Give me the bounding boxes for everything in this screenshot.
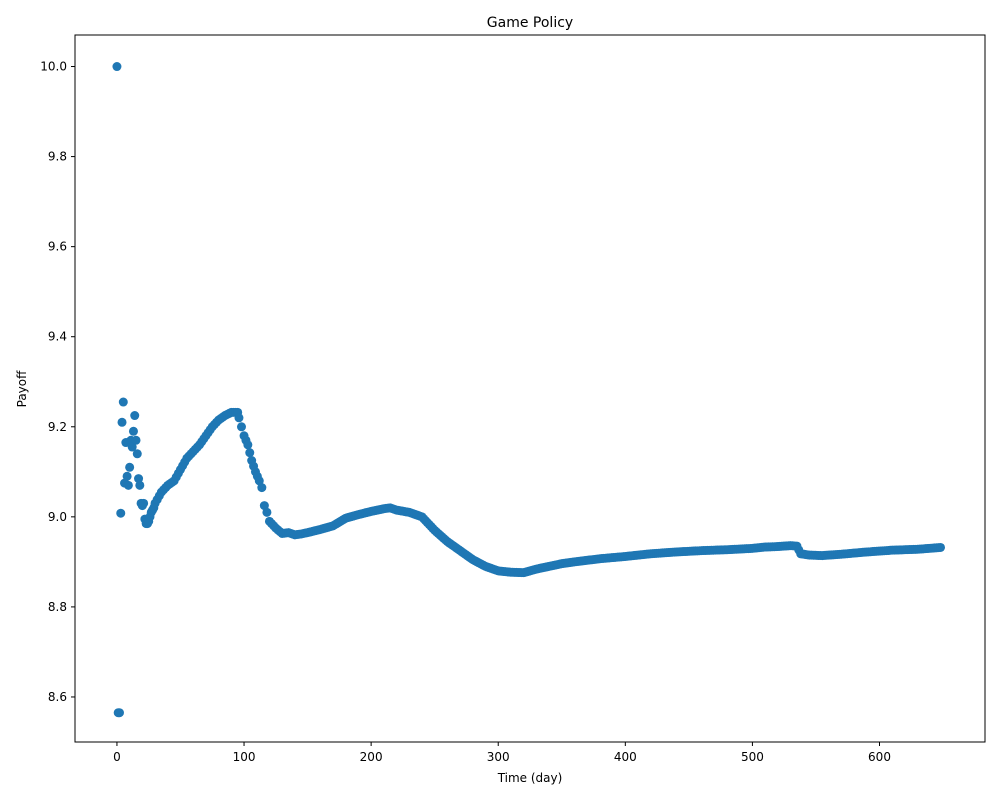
data-point [135,480,145,490]
y-axis-label: Payoff [15,370,29,407]
chart-title: Game Policy [487,15,573,31]
x-tick-label: 100 [233,750,256,764]
y-tick-label: 9.4 [48,330,67,344]
data-point [259,501,269,511]
data-point [234,413,244,423]
data-points [112,62,946,718]
y-tick-label: 8.6 [48,690,67,704]
plot-area [74,34,986,743]
data-point [245,448,255,458]
y-tick-label: 9.2 [48,420,67,434]
x-tick-label: 300 [487,750,510,764]
data-point [130,411,140,421]
x-tick-label: 400 [614,750,637,764]
data-point [236,422,246,432]
x-axis-label: Time (day) [497,771,563,785]
data-point [122,471,132,481]
y-axis: 8.6 8.8 9.0 9.2 9.4 9.6 9.8 10.0 [40,60,75,704]
data-point [116,508,126,518]
data-point [127,442,137,452]
data-point [132,449,142,459]
data-point [118,397,128,407]
data-point [254,476,264,486]
data-point [123,480,133,490]
x-tick-label: 600 [868,750,891,764]
y-tick-label: 10.0 [40,60,67,74]
y-tick-label: 9.8 [48,150,67,164]
data-point [114,708,124,718]
data-point [128,426,138,436]
y-tick-label: 9.6 [48,240,67,254]
x-axis: 0 100 200 300 400 500 600 [113,742,891,764]
data-point [243,440,253,450]
data-point [117,417,127,427]
data-point [257,483,267,493]
data-point [131,435,141,445]
y-tick-label: 8.8 [48,600,67,614]
data-point [139,498,149,508]
x-tick-label: 200 [360,750,383,764]
data-point [112,62,122,72]
data-point [936,542,946,552]
x-tick-label: 500 [741,750,764,764]
y-tick-label: 9.0 [48,510,67,524]
data-point [134,474,144,484]
x-tick-label: 0 [113,750,121,764]
data-point [125,462,135,472]
data-point [262,507,272,517]
